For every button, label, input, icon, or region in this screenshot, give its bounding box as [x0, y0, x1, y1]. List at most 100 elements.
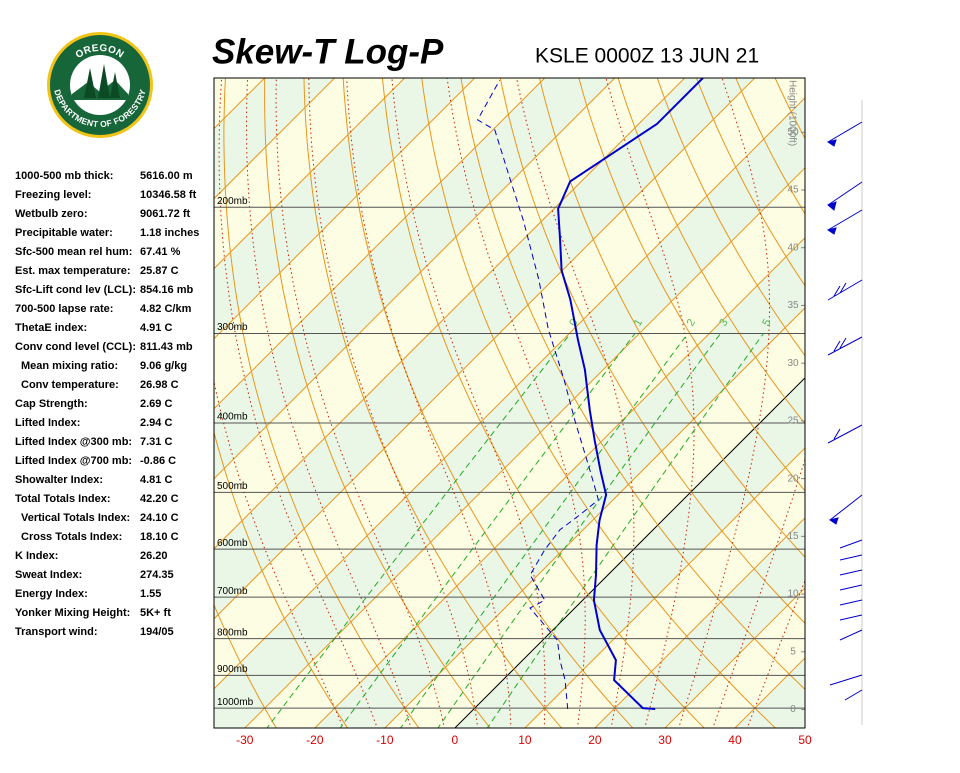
height-label: 45: [787, 185, 799, 196]
index-label: Freezing level:: [15, 189, 91, 201]
barb: [830, 495, 862, 524]
index-value: 5616.00 m: [140, 170, 193, 182]
index-label: Lifted Index:: [15, 417, 80, 429]
index-label: Lifted Index @700 mb:: [15, 455, 132, 467]
pressure-label: 600mb: [217, 538, 248, 549]
index-label: ThetaE index:: [15, 322, 87, 334]
index-value: 1.55: [140, 588, 161, 600]
x-tick-label: 10: [518, 733, 532, 747]
index-value: -0.86 C: [140, 455, 176, 467]
barb: [828, 337, 862, 355]
x-tick-label: -30: [236, 733, 254, 747]
index-label: Est. max temperature:: [15, 265, 131, 277]
pressure-label: 1000mb: [217, 697, 254, 708]
x-tick-label: 20: [588, 733, 602, 747]
height-label: 0: [790, 704, 796, 715]
height-label: 35: [787, 300, 799, 311]
index-label: Transport wind:: [15, 626, 98, 638]
pressure-label: 400mb: [217, 412, 248, 423]
index-label: K Index:: [15, 550, 58, 562]
index-value: 18.10 C: [140, 531, 179, 543]
logo: OREGON DEPARTMENT OF FORESTRY: [47, 32, 153, 138]
index-value: 26.98 C: [140, 379, 179, 391]
index-label: Conv temperature:: [21, 379, 119, 391]
pressure-label: 800mb: [217, 627, 248, 638]
index-value: 10346.58 ft: [140, 189, 197, 201]
title: Skew-T Log-P: [212, 32, 444, 71]
x-tick-label: -10: [376, 733, 394, 747]
height-axis-title: Height (1000ft): [786, 80, 797, 146]
barb: [828, 280, 862, 300]
pressure-label: 500mb: [217, 481, 248, 492]
barb: [828, 210, 862, 234]
index-value: 811.43 mb: [140, 341, 193, 353]
dry-adiabat: [850, 0, 960, 738]
x-tick-label: -20: [306, 733, 324, 747]
index-label: Cross Totals Index:: [21, 531, 122, 543]
index-value: 42.20 C: [140, 493, 179, 505]
isotherm: [865, 0, 960, 738]
index-value: 1.18 inches: [140, 227, 199, 239]
index-value: 4.81 C: [140, 474, 172, 486]
isotherm: [795, 0, 960, 738]
index-value: 5K+ ft: [140, 607, 171, 619]
index-value: 9.06 g/kg: [140, 360, 187, 372]
logo-center: [70, 55, 130, 115]
x-tick-label: 40: [728, 733, 742, 747]
dry-adiabat: [922, 0, 960, 738]
index-value: 274.35: [140, 569, 174, 581]
height-label: 20: [787, 473, 799, 484]
indices: 1000-500 mb thick: 5616.00 m Freezing leve…: [15, 170, 199, 638]
index-label: 1000-500 mb thick:: [15, 170, 113, 182]
index-label: Mean mixing ratio:: [21, 360, 118, 372]
index-value: 26.20: [140, 550, 168, 562]
index-label: Precipitable water:: [15, 227, 113, 239]
station: KSLE 0000Z 13 JUN 21: [535, 45, 759, 68]
index-value: 25.87 C: [140, 265, 179, 277]
index-value: 194/05: [140, 626, 174, 638]
index-value: 2.69 C: [140, 398, 172, 410]
index-label: Yonker Mixing Height:: [15, 607, 130, 619]
index-label: Total Totals Index:: [15, 493, 111, 505]
index-label: Cap Strength:: [15, 398, 88, 410]
index-value: 2.94 C: [140, 417, 172, 429]
barb: [828, 425, 862, 443]
index-label: Lifted Index @300 mb:: [15, 436, 132, 448]
temperature-band: [795, 0, 960, 738]
height-label: 15: [787, 531, 799, 542]
index-value: 67.41 %: [140, 246, 181, 258]
height-label: 10: [787, 589, 799, 600]
index-label: 700-500 lapse rate:: [15, 303, 113, 315]
index-value: 24.10 C: [140, 512, 179, 524]
barb: [830, 540, 862, 700]
wind-barbs: [828, 100, 862, 725]
index-label: Vertical Totals Index:: [21, 512, 130, 524]
pressure-label: 700mb: [217, 586, 248, 597]
height-label: 40: [787, 242, 799, 253]
x-tick-label: 0: [452, 733, 459, 747]
index-label: Wetbulb zero:: [15, 208, 88, 220]
index-label: Energy Index:: [15, 588, 88, 600]
height-label: 25: [787, 416, 799, 427]
height-label: 30: [787, 358, 799, 369]
height-label: 5: [790, 646, 796, 657]
index-value: 854.16 mb: [140, 284, 193, 296]
pressure-label: 200mb: [217, 196, 248, 207]
index-label: Sfc-Lift cond lev (LCL):: [15, 284, 136, 296]
index-label: Sweat Index:: [15, 569, 82, 581]
index-label: Sfc-500 mean rel hum:: [15, 246, 132, 258]
x-tick-label: 30: [658, 733, 672, 747]
index-value: 4.91 C: [140, 322, 172, 334]
dry-adiabat: [886, 0, 960, 738]
pressure-label: 900mb: [217, 664, 248, 675]
dry-adiabat: [813, 0, 960, 738]
barb: [828, 122, 862, 146]
index-value: 4.82 C/km: [140, 303, 192, 315]
pressure-label: 300mb: [217, 322, 248, 333]
index-label: Conv cond level (CCL):: [15, 341, 136, 353]
index-label: Showalter Index:: [15, 474, 103, 486]
barb: [828, 182, 862, 210]
index-value: 7.31 C: [140, 436, 172, 448]
